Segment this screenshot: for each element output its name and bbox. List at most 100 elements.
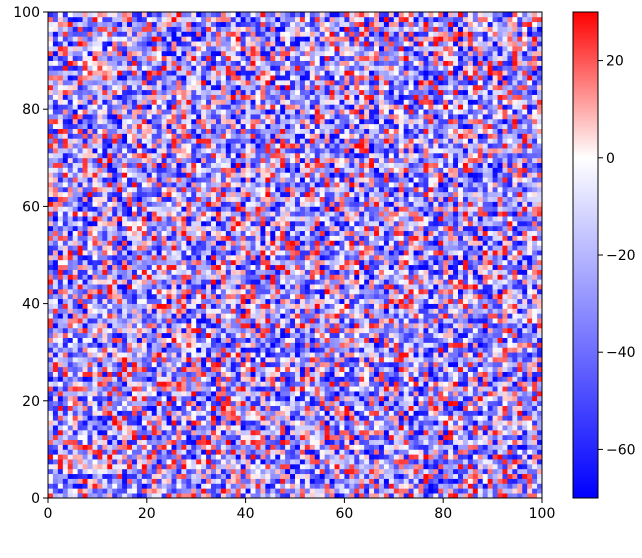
heatmap-cell (235, 391, 242, 397)
heatmap-cell (245, 303, 251, 309)
heatmap-cell (280, 298, 286, 304)
heatmap-cell (512, 439, 518, 445)
heatmap-cell (156, 449, 162, 455)
heatmap-cell (428, 264, 434, 270)
heatmap-cell (364, 357, 370, 363)
heatmap-cell (112, 444, 118, 450)
heatmap-cell (428, 337, 434, 343)
heatmap-cell (502, 395, 508, 402)
heatmap-cell (122, 357, 128, 363)
heatmap-cell (107, 483, 113, 489)
heatmap-cell (522, 473, 528, 479)
heatmap-cell (388, 395, 395, 402)
heatmap-cell (413, 357, 419, 363)
heatmap-cell (186, 420, 192, 426)
heatmap-cell (211, 347, 217, 353)
heatmap-cell (255, 318, 261, 324)
heatmap-cell (324, 323, 330, 329)
heatmap-cell (374, 293, 380, 300)
heatmap-cell (295, 483, 301, 489)
heatmap-cell (220, 279, 227, 285)
heatmap-cell (443, 313, 449, 319)
heatmap-cell (482, 303, 489, 309)
heatmap-cell (260, 357, 266, 363)
heatmap-cell (136, 298, 143, 304)
heatmap-cell (255, 332, 261, 338)
heatmap-cell (230, 361, 237, 368)
heatmap-cell (67, 293, 74, 300)
heatmap-cell (176, 323, 182, 329)
heatmap-cell (403, 298, 409, 304)
heatmap-cell (522, 357, 528, 363)
heatmap-cell (131, 269, 138, 275)
heatmap-cell (517, 352, 523, 358)
heatmap-cell (97, 284, 103, 290)
heatmap-cell (477, 255, 484, 261)
heatmap-cell (512, 293, 518, 300)
heatmap-cell (418, 468, 424, 475)
heatmap-cell (517, 381, 523, 387)
heatmap-cell (186, 366, 192, 372)
heatmap-cell (532, 361, 538, 368)
heatmap-cell (186, 478, 192, 484)
heatmap-cell (413, 381, 419, 387)
heatmap-cell (448, 342, 454, 348)
heatmap-cell (522, 391, 528, 397)
heatmap-cell (438, 405, 444, 411)
heatmap-cell (383, 395, 390, 402)
heatmap-cell (354, 318, 360, 324)
heatmap-cell (378, 391, 385, 397)
heatmap-cell (67, 463, 74, 470)
heatmap-cell (48, 264, 54, 270)
heatmap-cell (280, 313, 286, 319)
heatmap-cell (423, 454, 429, 460)
heatmap-cell (156, 298, 162, 304)
heatmap-cell (206, 454, 212, 460)
heatmap-cell (443, 449, 449, 455)
heatmap-cell (458, 313, 464, 319)
heatmap-cell (299, 337, 306, 343)
heatmap-cell (512, 284, 518, 290)
heatmap-cell (359, 400, 365, 407)
heatmap-cell (378, 439, 385, 445)
heatmap-cell (57, 449, 64, 455)
heatmap-cell (270, 361, 276, 368)
heatmap-cell (438, 323, 444, 329)
heatmap-cell (122, 410, 128, 416)
heatmap-cell (250, 478, 256, 484)
heatmap-cell (413, 293, 419, 300)
heatmap-cell (102, 274, 108, 280)
heatmap-cell (176, 376, 182, 382)
heatmap-cell (359, 298, 365, 304)
heatmap-cell (453, 395, 459, 402)
heatmap-cell (364, 439, 370, 445)
heatmap-cell (492, 488, 498, 494)
heatmap-cell (299, 391, 306, 397)
heatmap-cell (507, 371, 513, 377)
heatmap-cell (467, 289, 474, 295)
heatmap-cell (482, 313, 489, 319)
heatmap-cell (82, 391, 88, 397)
heatmap-cell (453, 293, 459, 300)
heatmap-cell (215, 391, 222, 397)
heatmap-cell (295, 449, 301, 455)
heatmap-cell (492, 303, 498, 309)
heatmap-cell (517, 371, 523, 377)
heatmap-cell (77, 405, 83, 411)
heatmap-cell (166, 493, 172, 499)
heatmap-cell (492, 429, 498, 436)
heatmap-cell (344, 337, 350, 343)
heatmap-cell (77, 415, 83, 421)
heatmap-cell (62, 454, 69, 460)
heatmap-cell (211, 449, 217, 455)
heatmap-cell (527, 269, 533, 275)
heatmap-cell (156, 357, 162, 363)
heatmap-cell (122, 420, 128, 426)
heatmap-cell (319, 269, 325, 275)
heatmap-cell (487, 449, 493, 455)
heatmap-cell (220, 352, 227, 358)
heatmap-cell (156, 386, 162, 392)
heatmap-cell (87, 415, 93, 421)
heatmap-cell (527, 434, 533, 441)
heatmap-cell (141, 337, 148, 343)
